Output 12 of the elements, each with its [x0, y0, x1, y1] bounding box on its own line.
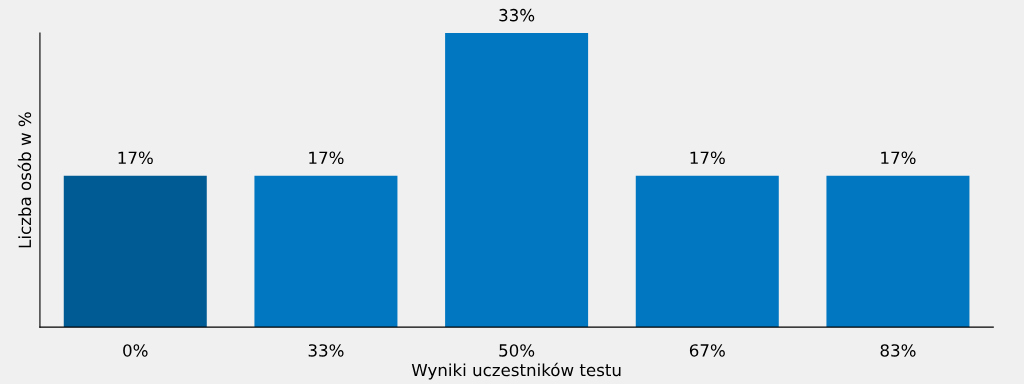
x-tick-label: 83% — [880, 344, 916, 357]
data-label: 17% — [690, 151, 725, 165]
data-label: 17% — [309, 151, 344, 165]
x-axis-title: Wyniki uczestników testu — [411, 362, 621, 380]
y-axis-title: Liczba osób w % — [17, 112, 32, 248]
x-tick-label: 50% — [499, 344, 535, 357]
data-label: 33% — [499, 8, 535, 22]
data-label: 17% — [881, 151, 916, 165]
x-tick-label: 0% — [123, 344, 148, 357]
x-tick-label: 33% — [308, 344, 344, 357]
x-tick-label: 67% — [689, 344, 725, 357]
data-label: 17% — [118, 151, 153, 165]
